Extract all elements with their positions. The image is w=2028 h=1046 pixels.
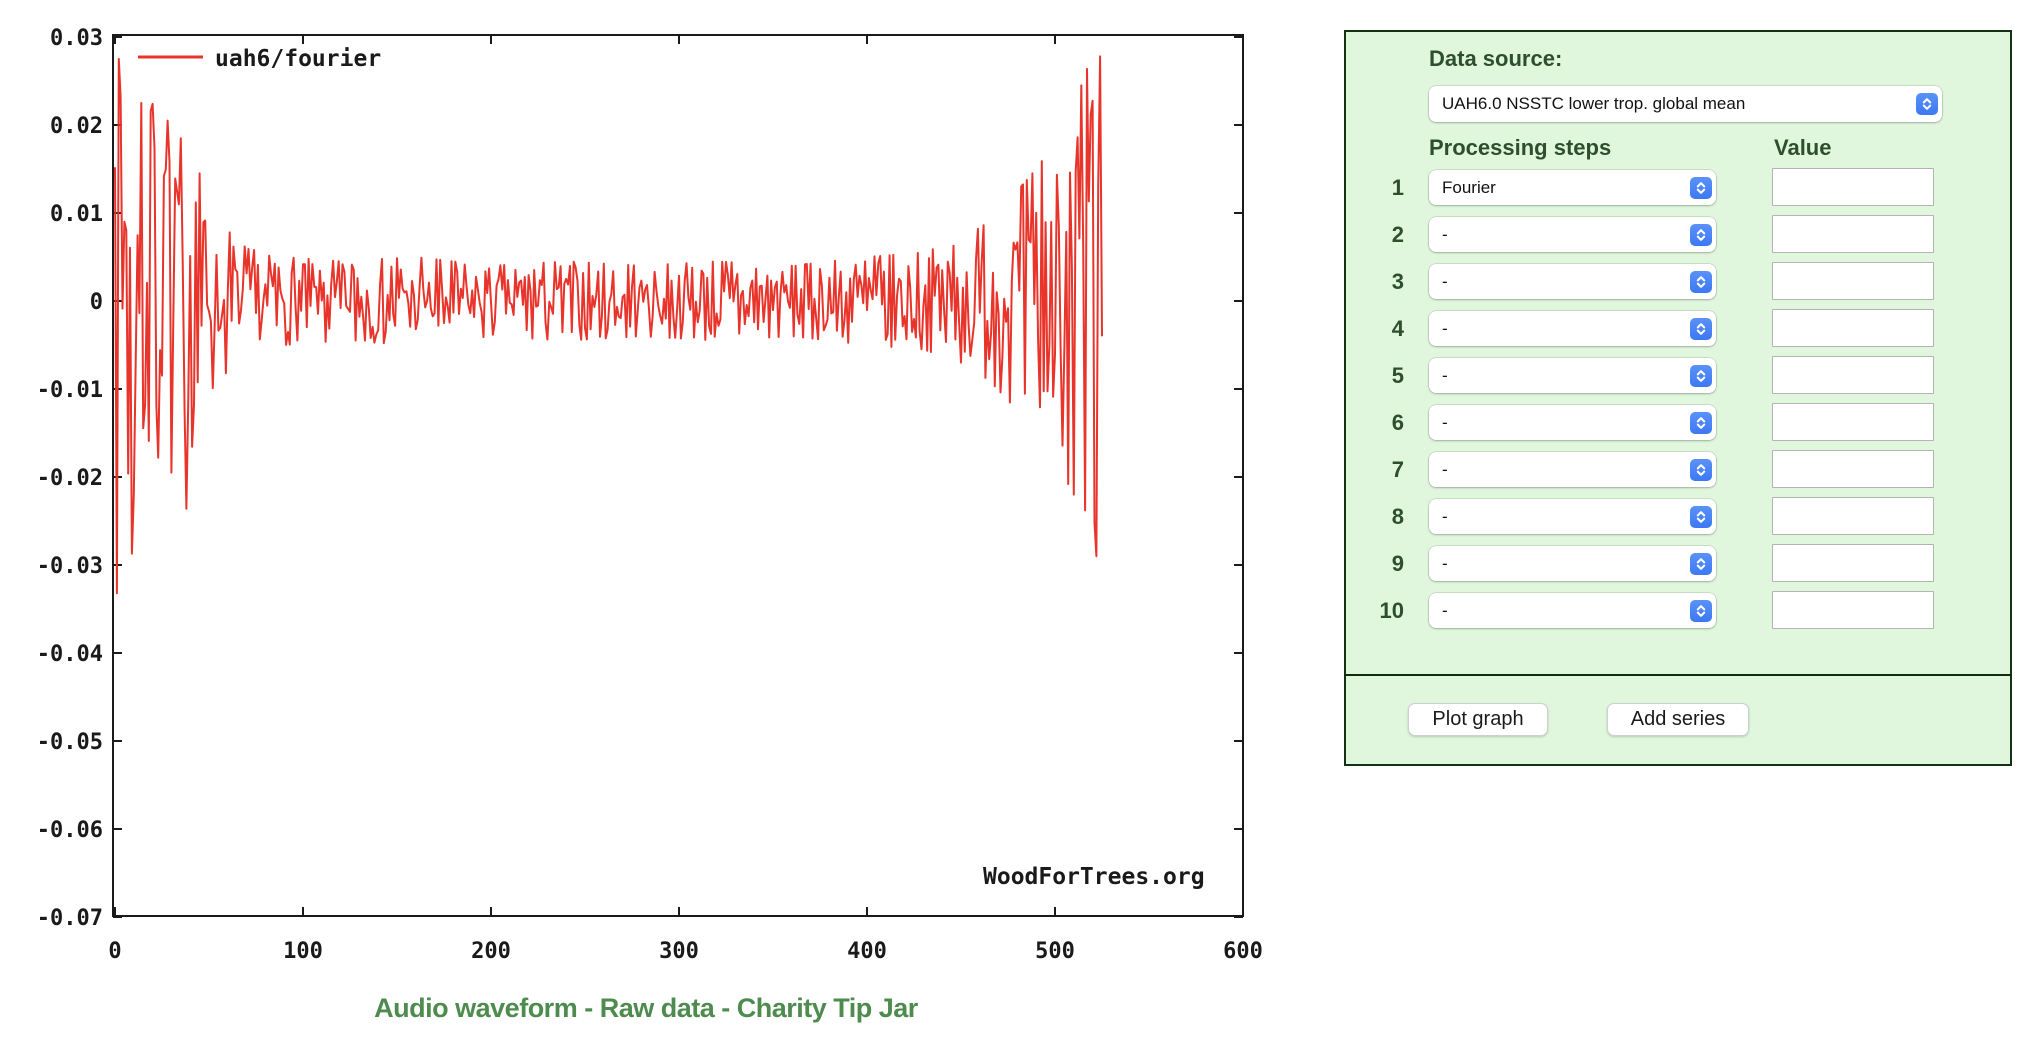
value-input[interactable] bbox=[1772, 544, 1934, 582]
link-charity-tip-jar[interactable]: Charity Tip Jar bbox=[736, 993, 919, 1023]
data-source-select[interactable]: UAH6.0 NSSTC lower trop. global mean bbox=[1429, 86, 1942, 122]
data-source-label: Data source: bbox=[1429, 46, 1563, 71]
data-source-selected-value: UAH6.0 NSSTC lower trop. global mean bbox=[1442, 94, 1746, 113]
row-number: 5 bbox=[1391, 363, 1404, 388]
plot-graph-button[interactable]: Plot graph bbox=[1408, 703, 1548, 736]
processing-step-selected-value: - bbox=[1442, 319, 1448, 338]
svg-text:0.01: 0.01 bbox=[50, 202, 103, 227]
value-input[interactable] bbox=[1772, 356, 1934, 394]
processing-step-select[interactable]: - bbox=[1429, 358, 1716, 393]
processing-step-selected-value: - bbox=[1442, 507, 1448, 526]
value-input[interactable] bbox=[1772, 450, 1934, 488]
processing-step-select[interactable]: - bbox=[1429, 264, 1716, 299]
value-input[interactable] bbox=[1772, 262, 1934, 300]
svg-text:-0.06: -0.06 bbox=[37, 818, 103, 843]
select-stepper-icon bbox=[1690, 458, 1712, 481]
processing-step-selected-value: - bbox=[1442, 413, 1448, 432]
link-audio-waveform[interactable]: Audio waveform bbox=[374, 993, 578, 1023]
value-header: Value bbox=[1774, 135, 1832, 160]
row-number: 1 bbox=[1391, 175, 1404, 200]
svg-text:100: 100 bbox=[283, 939, 323, 964]
select-stepper-icon bbox=[1690, 317, 1712, 340]
processing-steps-header: Processing steps bbox=[1429, 135, 1612, 160]
svg-text:500: 500 bbox=[1035, 939, 1075, 964]
processing-step-select[interactable]: - bbox=[1429, 499, 1716, 534]
row-number: 10 bbox=[1379, 598, 1404, 623]
row-number: 3 bbox=[1391, 269, 1404, 294]
row-number: 2 bbox=[1391, 222, 1404, 247]
select-stepper-icon bbox=[1690, 223, 1712, 246]
row-number: 4 bbox=[1391, 316, 1404, 341]
link-separator: - bbox=[577, 993, 600, 1023]
processing-step-select[interactable]: - bbox=[1429, 546, 1716, 581]
legend-label: uah6/fourier bbox=[215, 46, 381, 72]
processing-step-select[interactable]: - bbox=[1429, 311, 1716, 346]
value-input[interactable] bbox=[1772, 309, 1934, 347]
processing-step-select[interactable]: - bbox=[1429, 452, 1716, 487]
select-stepper-icon bbox=[1690, 364, 1712, 387]
svg-text:400: 400 bbox=[847, 939, 887, 964]
processing-step-selected-value: - bbox=[1442, 460, 1448, 479]
row-number: 7 bbox=[1391, 457, 1404, 482]
value-input[interactable] bbox=[1772, 215, 1934, 253]
select-stepper-icon bbox=[1690, 176, 1712, 199]
svg-text:-0.03: -0.03 bbox=[37, 554, 103, 579]
processing-step-selected-value: - bbox=[1442, 366, 1448, 385]
row-number: 8 bbox=[1391, 504, 1404, 529]
value-input[interactable] bbox=[1772, 403, 1934, 441]
svg-text:300: 300 bbox=[659, 939, 699, 964]
processing-step-selected-value: - bbox=[1442, 272, 1448, 291]
svg-text:-0.05: -0.05 bbox=[37, 730, 103, 755]
svg-text:-0.04: -0.04 bbox=[37, 642, 103, 667]
footer-links: Audio waveform - Raw data - Charity Tip … bbox=[0, 993, 1292, 1024]
svg-text:200: 200 bbox=[471, 939, 511, 964]
svg-text:-0.07: -0.07 bbox=[37, 906, 103, 931]
select-stepper-icon bbox=[1690, 552, 1712, 575]
svg-text:0: 0 bbox=[90, 290, 103, 315]
plot-control-panel: Data source: UAH6.0 NSSTC lower trop. gl… bbox=[1344, 30, 2012, 766]
panel-divider bbox=[1344, 674, 2012, 676]
svg-text:-0.01: -0.01 bbox=[37, 378, 103, 403]
select-stepper-icon bbox=[1690, 270, 1712, 293]
row-number: 9 bbox=[1391, 551, 1404, 576]
processing-step-selected-value: - bbox=[1442, 601, 1448, 620]
row-number: 6 bbox=[1391, 410, 1404, 435]
processing-step-selected-value: - bbox=[1442, 554, 1448, 573]
select-stepper-icon bbox=[1690, 411, 1712, 434]
svg-text:0.03: 0.03 bbox=[50, 26, 103, 51]
svg-text:0: 0 bbox=[108, 939, 121, 964]
processing-step-select[interactable]: Fourier bbox=[1429, 170, 1716, 205]
select-stepper-icon bbox=[1690, 505, 1712, 528]
value-input[interactable] bbox=[1772, 497, 1934, 535]
processing-step-selected-value: - bbox=[1442, 225, 1448, 244]
processing-step-select[interactable]: - bbox=[1429, 405, 1716, 440]
select-stepper-icon bbox=[1916, 93, 1938, 115]
value-input[interactable] bbox=[1772, 168, 1934, 206]
value-input[interactable] bbox=[1772, 591, 1934, 629]
waveform-chart: 0 100 200 300 400 500 600 0.03 0.02 0.01 0 -0.01 -0.… bbox=[37, 26, 1263, 964]
processing-step-select[interactable]: - bbox=[1429, 593, 1716, 628]
select-stepper-icon bbox=[1690, 599, 1712, 622]
watermark-text: WoodForTrees.org bbox=[983, 864, 1205, 890]
svg-text:0.02: 0.02 bbox=[50, 114, 103, 139]
add-series-button[interactable]: Add series bbox=[1607, 703, 1749, 736]
processing-step-selected-value: Fourier bbox=[1442, 178, 1496, 197]
link-raw-data[interactable]: Raw data bbox=[599, 993, 715, 1023]
svg-text:600: 600 bbox=[1223, 939, 1263, 964]
svg-text:-0.02: -0.02 bbox=[37, 466, 103, 491]
processing-step-select[interactable]: - bbox=[1429, 217, 1716, 252]
link-separator: - bbox=[714, 993, 737, 1023]
